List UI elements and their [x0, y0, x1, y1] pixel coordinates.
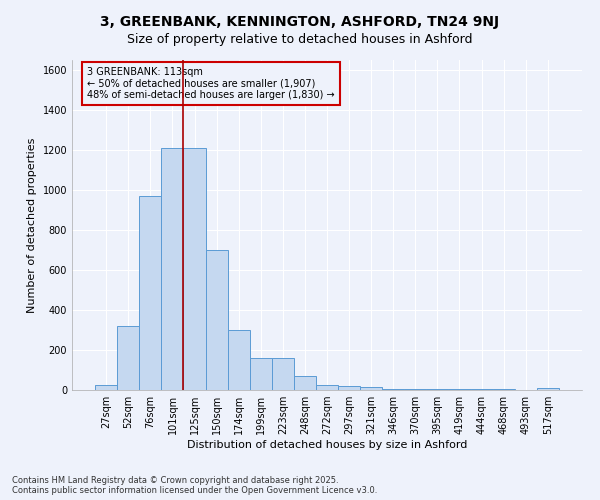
Bar: [184, 148, 206, 390]
Text: 3, GREENBANK, KENNINGTON, ASHFORD, TN24 9NJ: 3, GREENBANK, KENNINGTON, ASHFORD, TN24 …: [100, 15, 500, 29]
Bar: [404, 389, 427, 390]
Y-axis label: Number of detached properties: Number of detached properties: [27, 138, 37, 312]
Bar: [338, 386, 360, 390]
Bar: [117, 326, 139, 390]
Bar: [360, 387, 382, 390]
Bar: [382, 389, 404, 390]
Text: Size of property relative to detached houses in Ashford: Size of property relative to detached ho…: [127, 32, 473, 46]
Text: 3 GREENBANK: 113sqm
← 50% of detached houses are smaller (1,907)
48% of semi-det: 3 GREENBANK: 113sqm ← 50% of detached ho…: [88, 66, 335, 100]
Bar: [161, 148, 184, 390]
Bar: [294, 376, 316, 390]
Bar: [427, 389, 448, 390]
Bar: [95, 385, 117, 390]
Bar: [227, 330, 250, 390]
Bar: [272, 358, 294, 390]
Bar: [537, 388, 559, 390]
Bar: [316, 385, 338, 390]
Bar: [250, 358, 272, 390]
Text: Contains HM Land Registry data © Crown copyright and database right 2025.
Contai: Contains HM Land Registry data © Crown c…: [12, 476, 377, 495]
X-axis label: Distribution of detached houses by size in Ashford: Distribution of detached houses by size …: [187, 440, 467, 450]
Bar: [139, 196, 161, 390]
Bar: [206, 250, 227, 390]
